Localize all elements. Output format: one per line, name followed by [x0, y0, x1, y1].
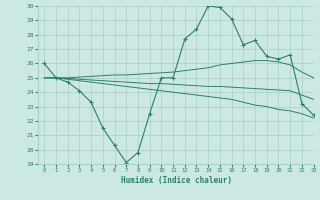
X-axis label: Humidex (Indice chaleur): Humidex (Indice chaleur) — [121, 176, 231, 185]
